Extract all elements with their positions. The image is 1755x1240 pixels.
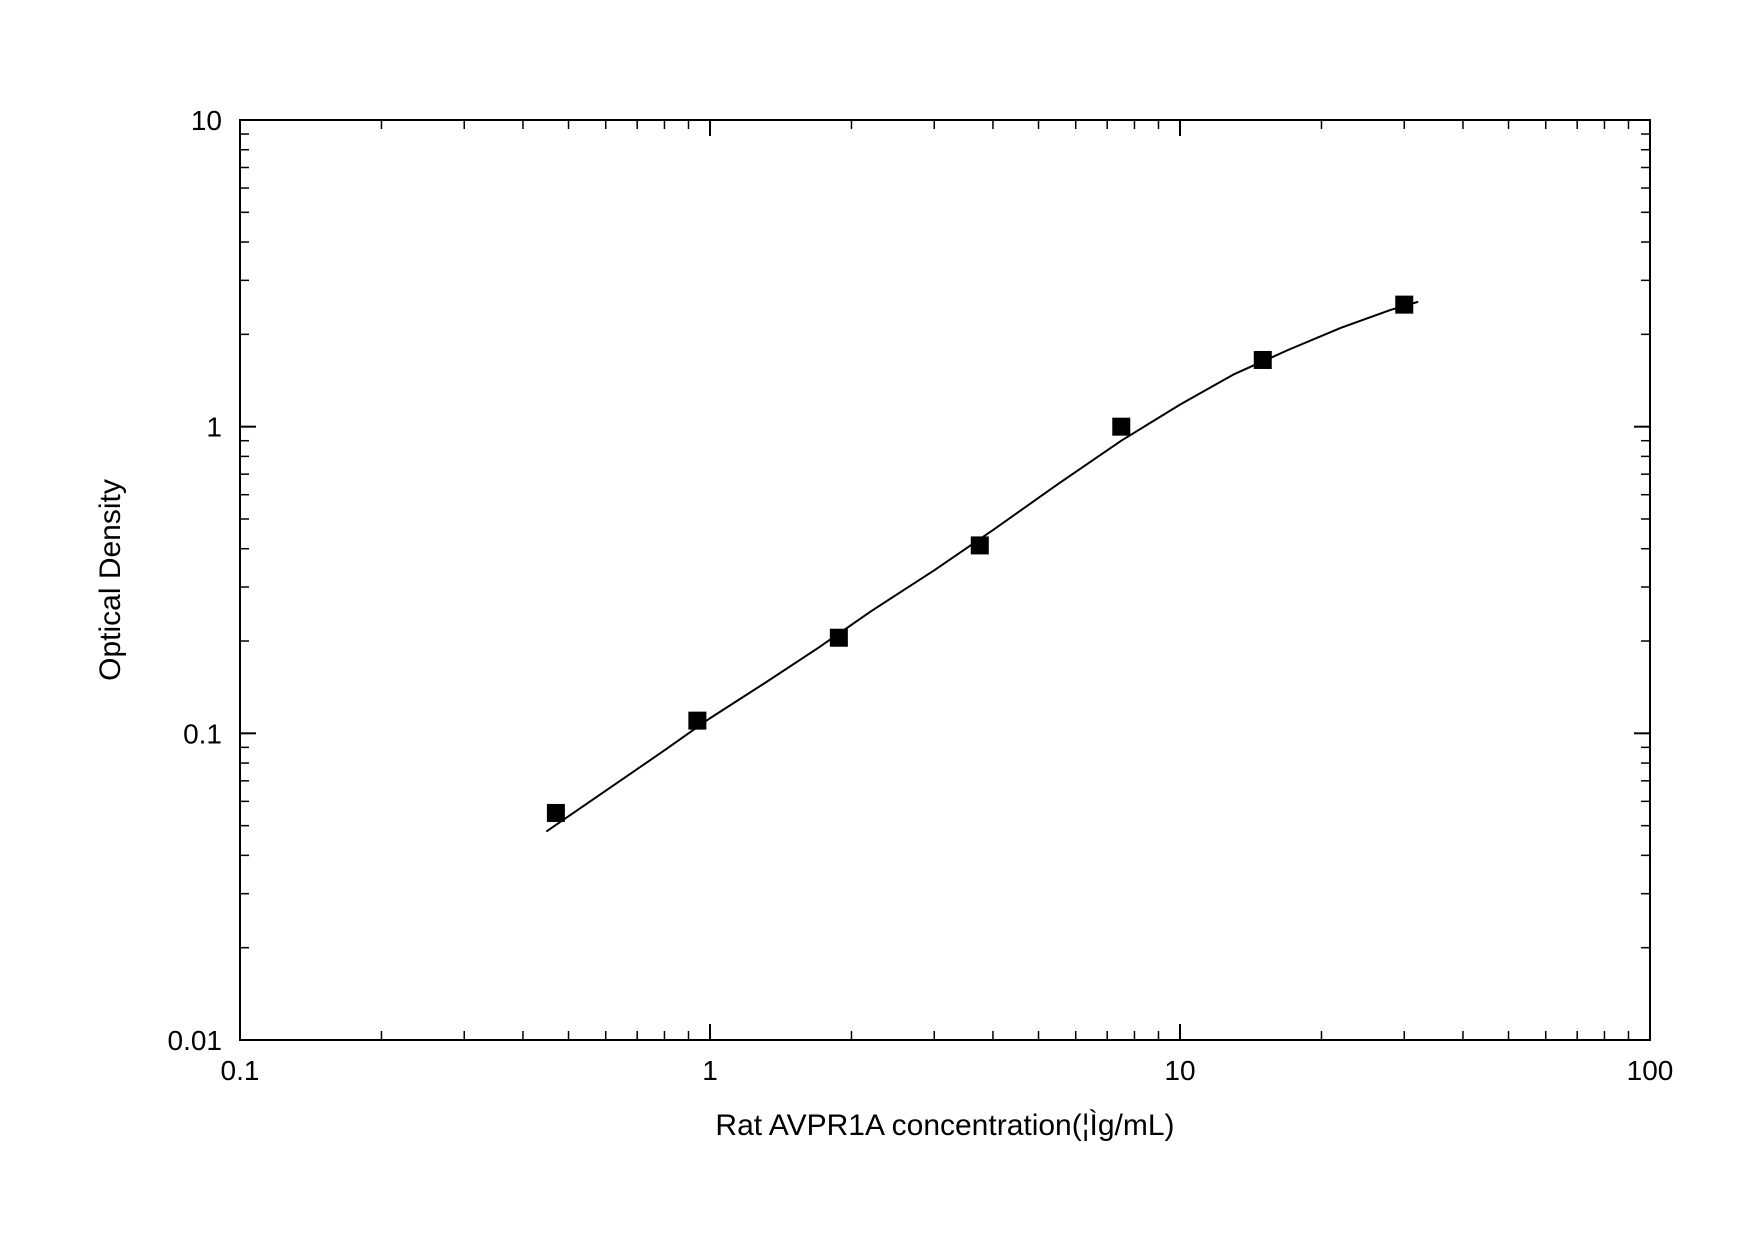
y-tick-label: 10 xyxy=(191,105,222,136)
x-tick-label: 1 xyxy=(702,1055,718,1086)
x-axis-label: Rat AVPR1A concentration(¦Ìg/mL) xyxy=(715,1109,1174,1142)
y-tick-label: 0.01 xyxy=(168,1025,223,1056)
x-tick-label: 10 xyxy=(1164,1055,1195,1086)
elisa-standard-curve-chart: 0.11101000.010.1110Rat AVPR1A concentrat… xyxy=(0,0,1755,1240)
data-marker xyxy=(1254,351,1272,369)
y-tick-label: 0.1 xyxy=(183,718,222,749)
data-marker xyxy=(1395,296,1413,314)
x-tick-label: 100 xyxy=(1627,1055,1674,1086)
data-marker xyxy=(547,804,565,822)
data-marker xyxy=(688,712,706,730)
x-tick-label: 0.1 xyxy=(221,1055,260,1086)
data-marker xyxy=(830,629,848,647)
data-marker xyxy=(971,536,989,554)
data-marker xyxy=(1112,418,1130,436)
y-axis-label: Optical Density xyxy=(94,479,127,681)
y-tick-label: 1 xyxy=(206,412,222,443)
